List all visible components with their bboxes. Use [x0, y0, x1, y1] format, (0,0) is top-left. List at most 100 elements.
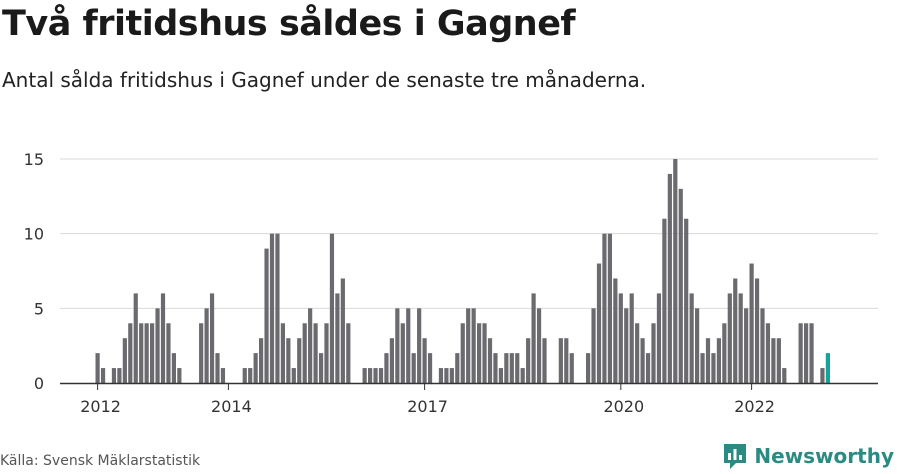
bar: [498, 368, 503, 383]
bar: [782, 368, 787, 383]
bar: [504, 353, 509, 383]
bar: [695, 308, 700, 383]
bar: [607, 233, 612, 383]
bar: [406, 308, 411, 383]
bar: [635, 323, 640, 383]
bar: [509, 353, 514, 383]
bar: [422, 338, 427, 383]
bar: [144, 323, 149, 383]
bar: [264, 248, 269, 383]
bar: [596, 263, 602, 383]
chart-subtitle: Antal sålda fritidshus i Gagnef under de…: [2, 68, 647, 92]
bar: [438, 368, 444, 383]
bar: [302, 323, 307, 383]
bar: [291, 368, 296, 383]
bar: [804, 323, 809, 383]
bar: [455, 353, 460, 383]
chart-title: Två fritidshus såldes i Gagnef: [2, 4, 576, 44]
bar: [531, 293, 536, 383]
bar: [722, 323, 727, 383]
bar: [128, 323, 133, 383]
bar: [242, 368, 247, 383]
bar: [160, 293, 166, 383]
bar: [558, 338, 563, 383]
bar: [139, 323, 144, 383]
bar: [618, 293, 623, 383]
source-note: Källa: Svensk Mäklarstatistik: [0, 453, 201, 469]
bar: [248, 368, 253, 383]
bar: [133, 293, 138, 383]
bar: [640, 338, 645, 383]
bar: [395, 308, 400, 383]
bar: [269, 233, 275, 383]
bar: [378, 368, 384, 383]
x-tick-label: 2022: [734, 397, 775, 416]
bar: [329, 233, 335, 383]
bar: [177, 368, 182, 383]
bar: [400, 323, 405, 383]
bar: [586, 353, 591, 383]
bar: [520, 368, 525, 383]
bar: [308, 308, 313, 383]
bar: [444, 368, 449, 383]
bar: [373, 368, 378, 383]
bar: [100, 368, 106, 383]
bar: [684, 218, 689, 383]
bar: [662, 218, 667, 383]
bar: [629, 293, 634, 383]
bar: [275, 233, 280, 383]
bar: [515, 353, 520, 383]
bar: [324, 323, 329, 383]
bar: [820, 368, 825, 383]
bar: [362, 368, 367, 383]
bar: [798, 323, 803, 383]
bar: [536, 308, 542, 383]
bar: [656, 293, 662, 383]
bar: [215, 353, 220, 383]
highlighted-bar: [825, 353, 830, 383]
bar: [150, 323, 155, 383]
newsworthy-logo-icon: [724, 444, 747, 469]
bar: [771, 338, 776, 383]
bar: [760, 308, 765, 383]
x-tick-label: 2020: [603, 397, 644, 416]
bar: [809, 323, 814, 383]
bar: [765, 323, 771, 383]
bar: [705, 338, 711, 383]
bar: [346, 323, 351, 383]
bar: [171, 353, 176, 383]
bar: [776, 338, 781, 383]
x-tick-label: 2017: [407, 397, 448, 416]
bar: [318, 353, 324, 383]
x-tick-label: 2012: [80, 397, 121, 416]
bar: [411, 353, 416, 383]
y-tick-label: 15: [24, 150, 44, 169]
bar: [542, 338, 547, 383]
bar: [716, 338, 721, 383]
bar: [569, 353, 574, 383]
bar: [749, 263, 754, 383]
bar: [199, 323, 204, 383]
bar: [449, 368, 454, 383]
bar: [117, 368, 122, 383]
bar: [427, 353, 433, 383]
bar: [417, 308, 422, 383]
bar: [335, 293, 340, 383]
bar: [259, 338, 264, 383]
bar: [204, 308, 209, 383]
bar: [526, 338, 531, 383]
bar: [727, 293, 732, 383]
bar: [253, 353, 258, 383]
bar: [754, 278, 760, 383]
bar: [460, 323, 465, 383]
bar: [689, 293, 694, 383]
bar: [487, 338, 493, 383]
bar: [313, 323, 318, 383]
x-tick-label: 2014: [211, 397, 252, 416]
bar: [591, 308, 596, 383]
bar: [286, 338, 291, 383]
bar: [733, 278, 738, 383]
bar: [384, 353, 389, 383]
bar: [95, 353, 100, 383]
